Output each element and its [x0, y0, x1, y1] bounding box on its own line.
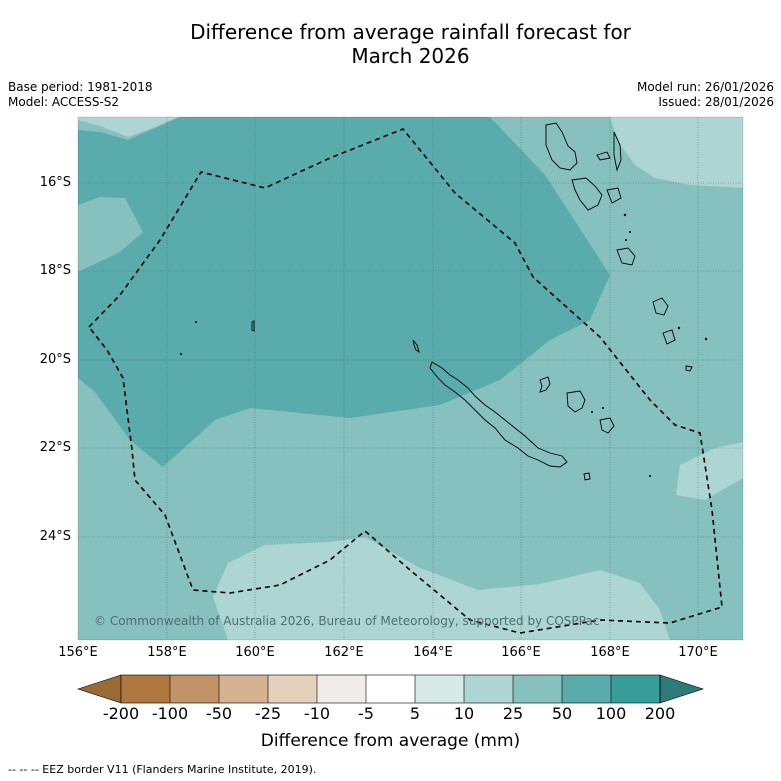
lat-label-22s: 22°S [39, 440, 71, 455]
islet-3 [685, 365, 693, 372]
lon-label-168e: 168°E [590, 645, 630, 660]
colorbar-bin-8 [464, 675, 513, 703]
base-period: Base period: 1981-2018 [8, 80, 153, 94]
lon-label-158e: 158°E [147, 645, 187, 660]
vanuatu-islet-b [606, 187, 622, 204]
colorbar-tick-6: -5 [358, 704, 374, 723]
vanuatu-efate [616, 247, 636, 266]
colorbar-bin-10 [562, 675, 611, 703]
lon-label-170e: 170°E [678, 645, 718, 660]
colorbar-bin-9 [513, 675, 562, 703]
colorbar-tick-5: -10 [303, 704, 331, 723]
vanuatu-tanna [652, 297, 669, 316]
graticule [78, 117, 743, 640]
new-caledonia-coast [429, 361, 568, 468]
colorbar-bin-11 [611, 675, 660, 703]
lat-label-16s: 16°S [39, 175, 71, 190]
colorbar-tick-1: -200 [102, 704, 140, 723]
lat-label-20s: 20°S [39, 352, 71, 367]
zone-mid-left [78, 197, 143, 272]
colorbar-bin-5 [317, 675, 366, 703]
rainfall-map [78, 117, 743, 640]
colorbar-tick-3: -50 [205, 704, 233, 723]
lat-label-24s: 24°S [39, 529, 71, 544]
islet-4 [251, 320, 255, 332]
colorbar-bin-6 [366, 675, 415, 703]
colorbar-min-arrow [77, 674, 122, 704]
vanuatu-santo [545, 122, 578, 171]
model-name: Model: ACCESS-S2 [8, 95, 120, 109]
colorbar-bin-7 [415, 675, 464, 703]
colorbar-tick-8: 10 [453, 704, 475, 723]
loyalty-island-3 [599, 417, 615, 434]
eez-footnote: -- -- -- EEZ border V11 (Flanders Marine… [8, 763, 317, 776]
colorbar-tick-2: -100 [151, 704, 189, 723]
model-run: Model run: 26/01/2026 [636, 80, 774, 94]
title-line-1: Difference from average rainfall forecas… [190, 20, 631, 44]
colorbar-bin-4 [268, 675, 317, 703]
colorbar-tick-7: 5 [409, 704, 421, 723]
lon-label-160e: 160°E [235, 645, 275, 660]
colorbar-bin-2 [170, 675, 219, 703]
issued-date: Issued: 28/01/2026 [658, 95, 774, 109]
lon-label-164e: 164°E [413, 645, 453, 660]
title-line-2: March 2026 [351, 44, 470, 68]
vanuatu-pentecost [613, 131, 622, 172]
colorbar-tick-12: 200 [644, 704, 676, 723]
colorbar-tick-10: 50 [551, 704, 573, 723]
lon-label-166e: 166°E [501, 645, 541, 660]
map-frame [77, 116, 744, 641]
loyalty-island-2 [566, 390, 586, 413]
coastlines [251, 122, 693, 481]
zone-light-nw [78, 117, 178, 137]
colorbar-tick-4: -25 [254, 704, 282, 723]
loyalty-island-1 [539, 376, 551, 393]
map-title: Difference from average rainfall forecas… [0, 20, 781, 68]
vanuatu-islet-a [596, 151, 611, 161]
colorbar-bin-3 [219, 675, 268, 703]
lat-label-18s: 18°S [39, 263, 71, 278]
lon-label-162e: 162°E [324, 645, 364, 660]
zone-light-ne [610, 117, 743, 188]
islet-1 [412, 339, 420, 354]
zone-light-south [213, 537, 670, 640]
colorbar-title: Difference from average (mm) [260, 731, 521, 751]
colorbar-outline [120, 674, 661, 704]
colorbar [77, 674, 704, 704]
colorbar-tick-9: 25 [502, 704, 524, 723]
zone-light-east [676, 442, 743, 500]
meta-right: Model run: 26/01/2026 Issued: 28/01/2026 [637, 80, 774, 110]
eez-border [87, 128, 723, 634]
islet-2 [583, 472, 591, 481]
vanuatu-aneityum [662, 329, 676, 345]
copyright-notice: © Commonwealth of Australia 2026, Bureau… [94, 614, 600, 628]
colorbar-tick-11: 100 [595, 704, 627, 723]
colorbar-max-arrow [659, 674, 704, 704]
meta-left: Base period: 1981-2018 Model: ACCESS-S2 [8, 80, 153, 110]
small-islets [180, 213, 708, 477]
lon-label-156e: 156°E [58, 645, 98, 660]
colorbar-bin-1 [121, 675, 170, 703]
vanuatu-malakula [571, 177, 603, 211]
